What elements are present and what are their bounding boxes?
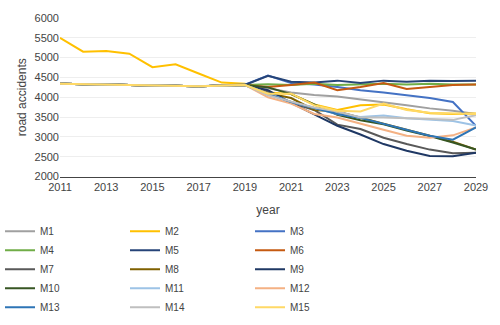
- svg-text:2500: 2500: [35, 151, 59, 163]
- svg-text:M7: M7: [40, 264, 54, 275]
- svg-text:M10: M10: [40, 283, 60, 294]
- svg-text:road accidents: road accidents: [15, 58, 29, 136]
- svg-text:M4: M4: [40, 245, 54, 256]
- svg-text:M9: M9: [290, 264, 304, 275]
- svg-text:year: year: [256, 203, 279, 217]
- svg-text:4500: 4500: [35, 71, 59, 83]
- svg-text:2015: 2015: [140, 181, 164, 193]
- svg-text:M3: M3: [290, 226, 304, 237]
- svg-text:2027: 2027: [418, 181, 442, 193]
- svg-text:3000: 3000: [35, 131, 59, 143]
- svg-text:M1: M1: [40, 226, 54, 237]
- svg-text:M2: M2: [165, 226, 179, 237]
- svg-text:M12: M12: [290, 283, 310, 294]
- svg-text:2029: 2029: [464, 181, 488, 193]
- svg-text:M11: M11: [165, 283, 184, 294]
- svg-text:2025: 2025: [371, 181, 395, 193]
- svg-text:2013: 2013: [94, 181, 118, 193]
- svg-text:M14: M14: [165, 302, 185, 313]
- svg-text:2023: 2023: [325, 181, 349, 193]
- svg-text:2017: 2017: [186, 181, 210, 193]
- svg-text:M15: M15: [290, 302, 310, 313]
- svg-text:4000: 4000: [35, 91, 59, 103]
- svg-text:5500: 5500: [35, 32, 59, 44]
- svg-text:M13: M13: [40, 302, 60, 313]
- svg-text:6000: 6000: [35, 12, 59, 24]
- svg-text:M6: M6: [290, 245, 304, 256]
- svg-text:5000: 5000: [35, 51, 59, 63]
- svg-text:2021: 2021: [279, 181, 303, 193]
- svg-text:M8: M8: [165, 264, 179, 275]
- svg-text:3500: 3500: [35, 111, 59, 123]
- svg-text:2019: 2019: [233, 181, 257, 193]
- svg-text:2011: 2011: [48, 181, 72, 193]
- svg-text:2000: 2000: [35, 170, 59, 182]
- svg-text:M5: M5: [165, 245, 179, 256]
